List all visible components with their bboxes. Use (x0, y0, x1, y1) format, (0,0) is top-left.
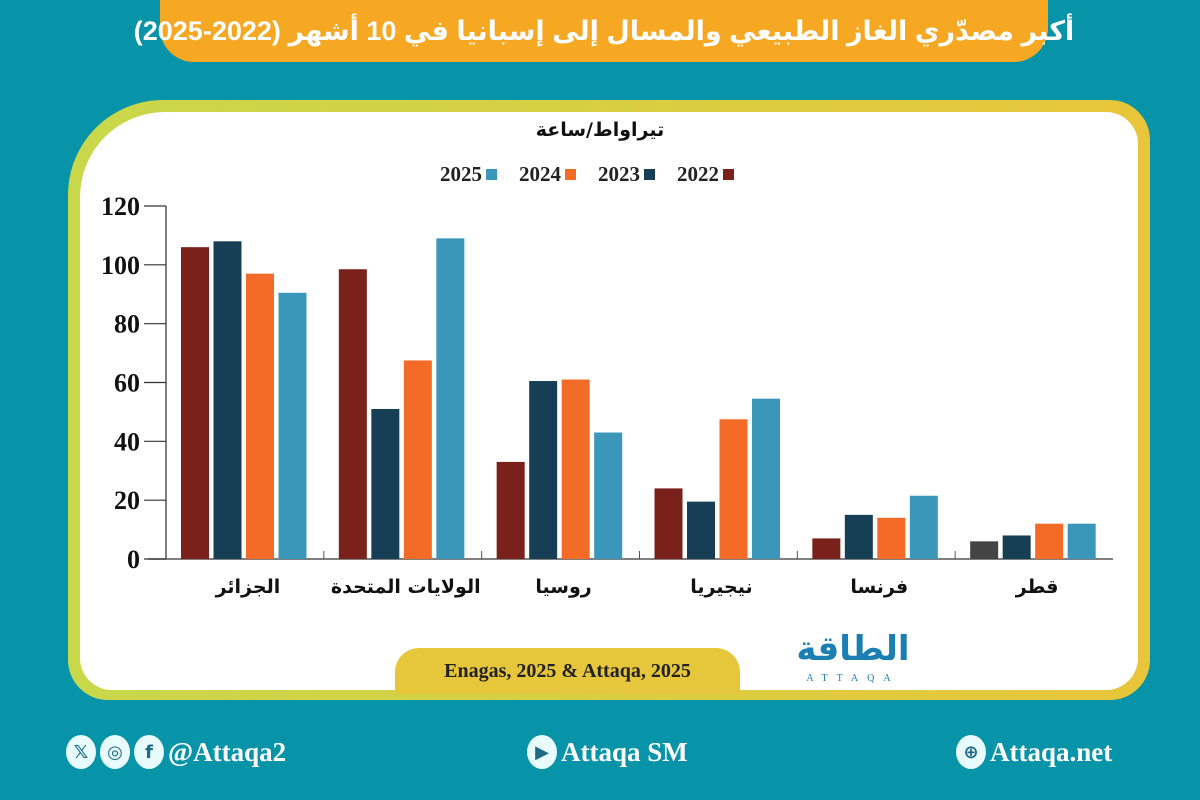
bar-2022 (181, 247, 209, 559)
bar-2022 (654, 488, 683, 559)
attaqa-logo: الطاقة ATTAQA (778, 628, 928, 690)
legend-item-2025: 2025 (440, 162, 497, 186)
legend-swatch (565, 168, 576, 180)
legend-item-2023: 2023 (598, 162, 655, 186)
logo-arabic: الطاقة (796, 629, 910, 669)
x-category-label: نيجيريا (690, 576, 752, 598)
bar-2024 (561, 379, 590, 559)
legend-swatch (644, 168, 655, 180)
title-banner: أكبر مصدّري الغاز الطبيعي والمسال إلى إس… (134, 0, 1074, 62)
bar-2022 (338, 269, 367, 559)
bar-2024 (403, 360, 432, 559)
bar-2025 (594, 432, 623, 559)
bar-2024 (246, 273, 274, 559)
source-label: Enagas, 2025 & Attaqa, 2025 (395, 648, 740, 694)
bar-2023 (213, 241, 242, 560)
legend-label: 2024 (519, 162, 561, 186)
y-tick-label: 80 (114, 310, 140, 339)
x-category-label: روسيا (535, 576, 591, 598)
bar-2023 (529, 381, 558, 559)
logo-latin: ATTAQA (806, 673, 900, 684)
y-tick-label: 120 (101, 192, 140, 221)
x-icon[interactable]: 𝕏 (66, 735, 96, 769)
youtube-icon[interactable]: ▶ (527, 735, 557, 769)
x-category-label: الولايات المتحدة (331, 576, 481, 598)
y-axis-unit: تيراواط/ساعة (535, 119, 665, 141)
x-category-label: فرنسا (850, 576, 908, 598)
legend-item-2024: 2024 (519, 162, 576, 186)
bar-2023 (371, 408, 400, 559)
legend: 2025 2024 2023 2022 (440, 162, 734, 186)
y-tick-label: 0 (127, 545, 140, 574)
legend-label: 2022 (677, 162, 719, 186)
bar-2023 (687, 501, 715, 559)
facebook-icon[interactable]: f (134, 735, 164, 769)
bar-2023 (1002, 535, 1031, 559)
bar-2022 (496, 461, 525, 559)
bar-2025 (1067, 523, 1096, 559)
bar-2025 (752, 398, 780, 559)
website-label[interactable]: Attaqa.net (990, 736, 1113, 767)
youtube-label[interactable]: Attaqa SM (561, 736, 688, 767)
legend-item-2022: 2022 (677, 162, 734, 186)
bar-2024 (719, 419, 748, 559)
bar-2024 (1035, 523, 1064, 559)
bar-2022 (970, 541, 999, 559)
chart-title: أكبر مصدّري الغاز الطبيعي والمسال إلى إس… (133, 16, 1075, 46)
legend-label: 2023 (598, 162, 640, 186)
globe-icon[interactable]: ⊕ (956, 735, 986, 769)
legend-swatch (723, 168, 734, 180)
y-tick-label: 40 (114, 427, 140, 456)
legend-label: 2025 (440, 162, 482, 186)
bar-2025 (436, 238, 465, 559)
legend-swatch (486, 168, 497, 180)
y-tick-label: 60 (114, 369, 140, 398)
social-links[interactable]: 𝕏 ◎ f @Attaqa2 (66, 735, 286, 769)
bar-2024 (877, 517, 906, 559)
social-handle[interactable]: @Attaqa2 (168, 736, 287, 767)
bar-2023 (844, 514, 873, 559)
y-tick-label: 20 (114, 486, 140, 515)
bar-2025 (909, 495, 938, 559)
x-category-label: قطر (1015, 576, 1059, 598)
bar-2025 (278, 292, 307, 559)
website-link[interactable]: ⊕ Attaqa.net (956, 735, 1112, 769)
y-tick-label: 100 (101, 251, 140, 280)
instagram-icon[interactable]: ◎ (100, 735, 130, 769)
bar-2022 (812, 538, 841, 559)
x-category-label: الجزائر (215, 576, 281, 598)
youtube-link[interactable]: ▶ Attaqa SM (527, 735, 688, 769)
